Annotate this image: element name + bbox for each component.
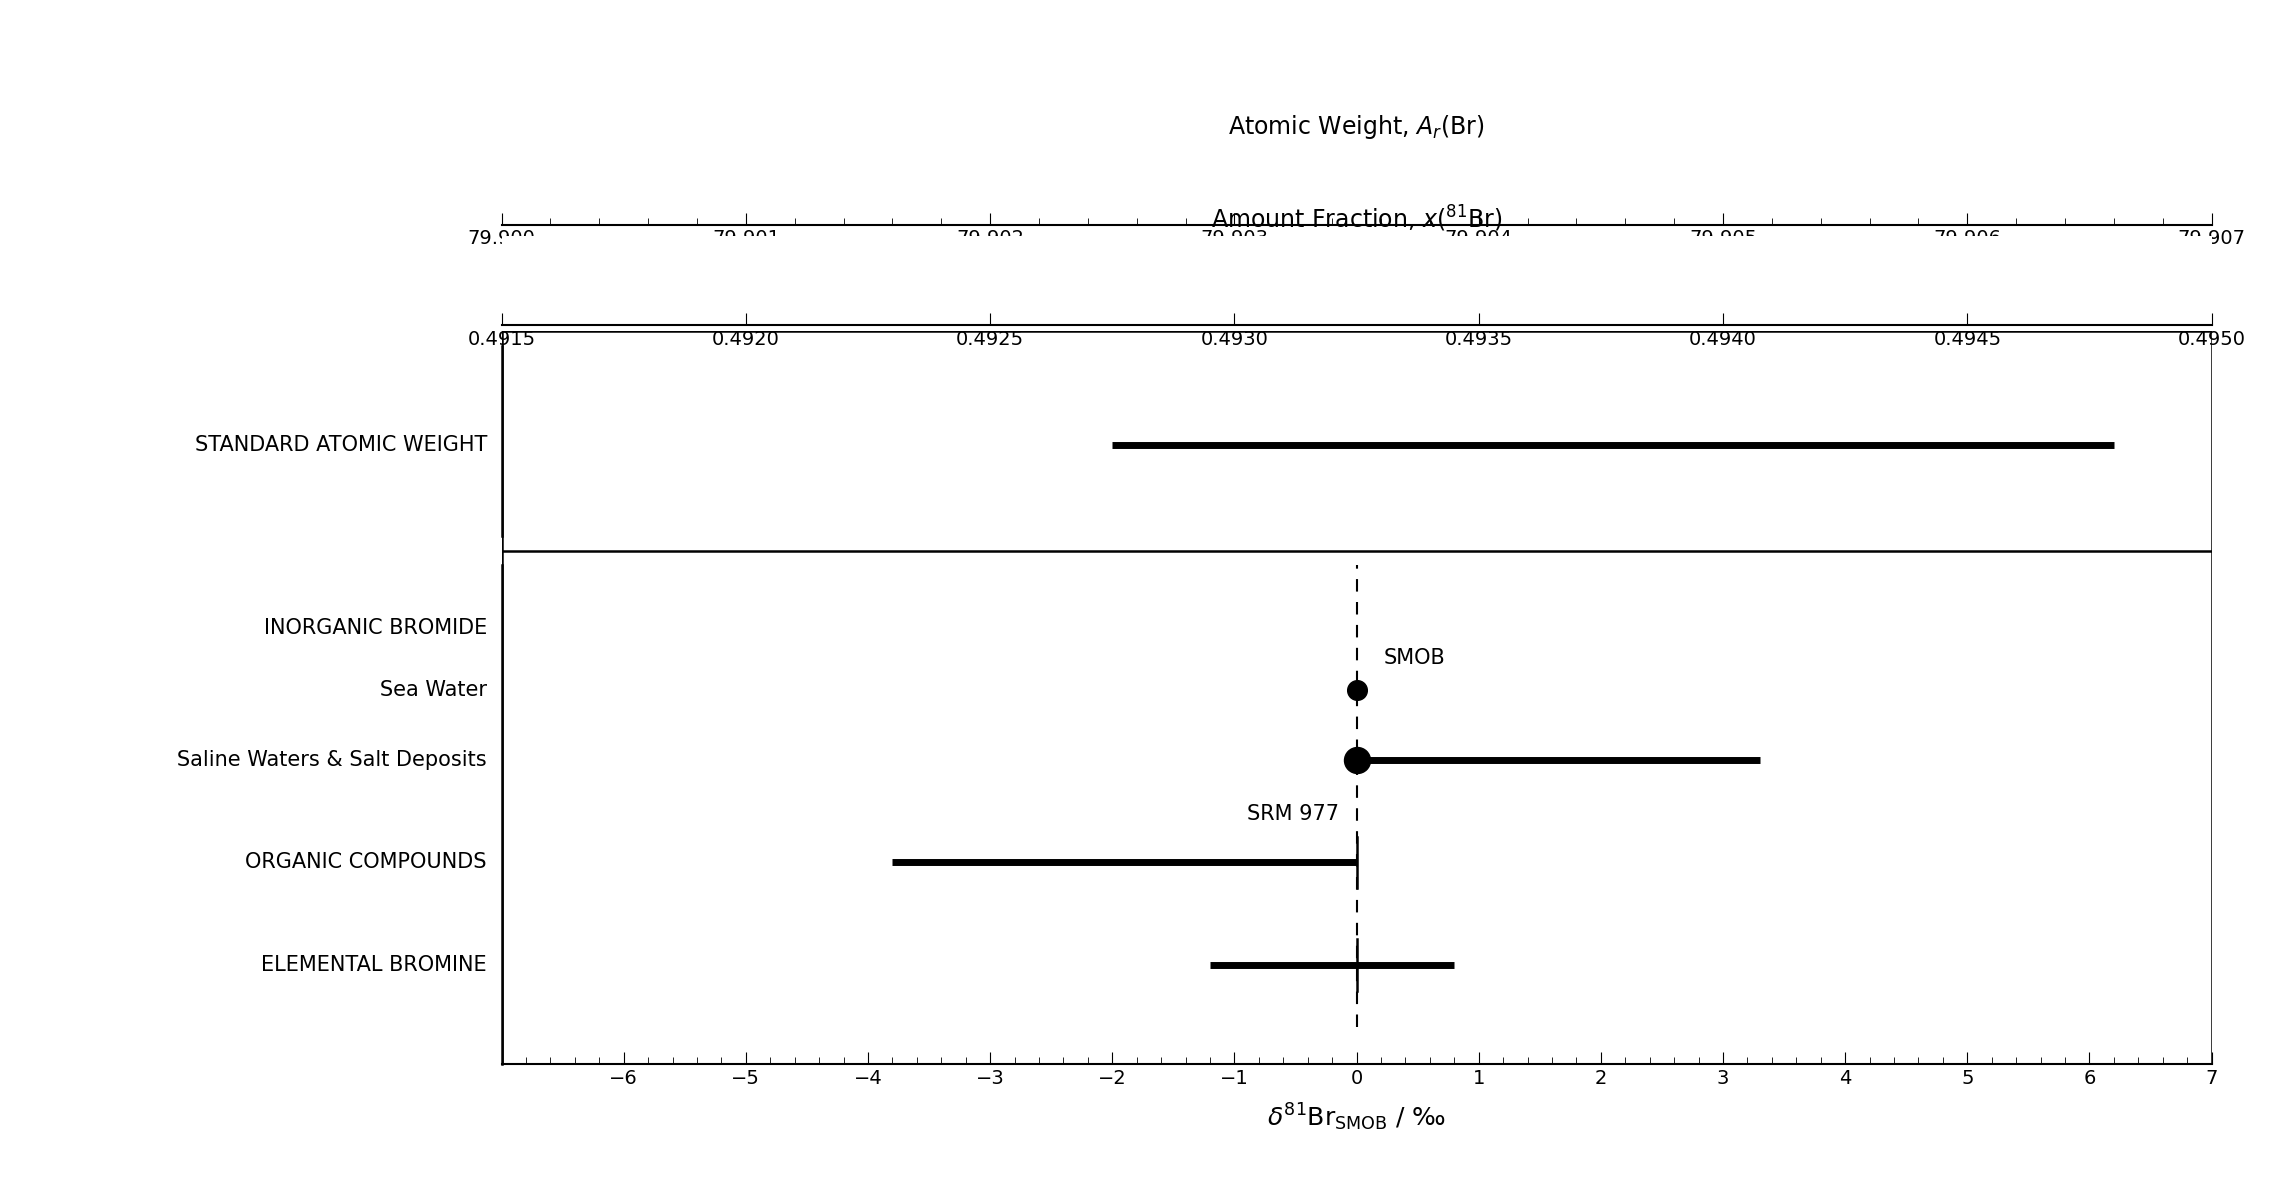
Text: SMOB: SMOB bbox=[1384, 648, 1446, 668]
Text: ORGANIC COMPOUNDS: ORGANIC COMPOUNDS bbox=[246, 852, 488, 872]
X-axis label: $\delta^{81}\mathrm{Br}_{\mathrm{SMOB}}$ / ‰: $\delta^{81}\mathrm{Br}_{\mathrm{SMOB}}$… bbox=[1268, 1102, 1446, 1134]
Title: Atomic Weight, $A_r$(Br): Atomic Weight, $A_r$(Br) bbox=[1229, 112, 1484, 141]
Text: ELEMENTAL BROMINE: ELEMENTAL BROMINE bbox=[262, 955, 488, 975]
Text: Sea Water: Sea Water bbox=[360, 680, 488, 700]
Title: Amount Fraction, $x$($^{81}$Br): Amount Fraction, $x$($^{81}$Br) bbox=[1211, 203, 1503, 234]
Text: SRM 977: SRM 977 bbox=[1247, 804, 1338, 824]
Text: STANDARD ATOMIC WEIGHT: STANDARD ATOMIC WEIGHT bbox=[194, 435, 488, 455]
Text: Saline Waters & Salt Deposits: Saline Waters & Salt Deposits bbox=[157, 749, 488, 769]
Point bbox=[1338, 681, 1375, 700]
Point bbox=[1338, 751, 1375, 769]
Text: INORGANIC BROMIDE: INORGANIC BROMIDE bbox=[264, 618, 488, 638]
